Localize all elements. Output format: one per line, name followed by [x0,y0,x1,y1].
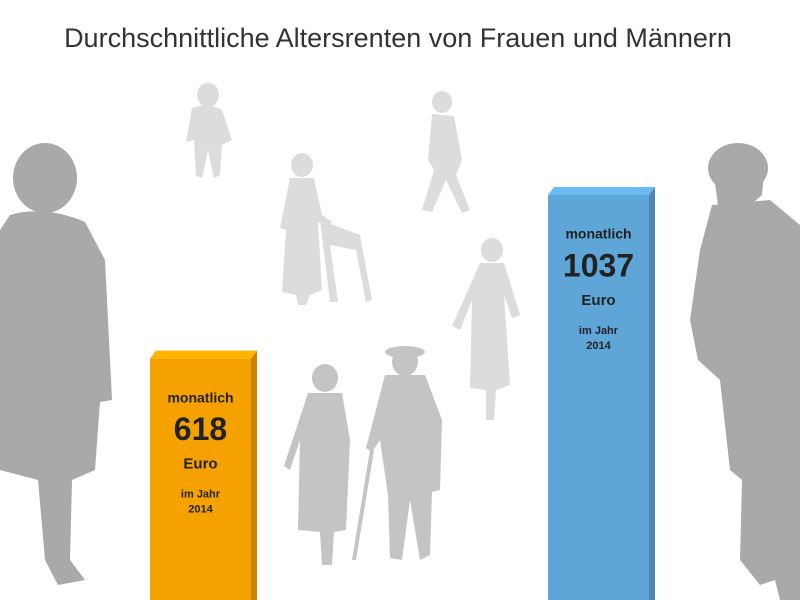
bar-note: 2014 [586,340,611,352]
silhouettes [0,83,800,600]
bar-prefix: monatlich [167,389,233,405]
bar [548,195,653,600]
bar-note: 2014 [188,504,213,516]
chart-title: Durchschnittliche Altersrenten von Fraue… [64,23,732,53]
bar-top [150,350,257,359]
bar-unit: Euro [183,456,217,473]
bar [150,358,255,600]
value-label: 618 [174,411,227,447]
bar-prefix: monatlich [565,226,631,242]
bar-top [548,187,655,195]
bar-note: im Jahr [579,325,619,337]
bar-side [649,187,655,600]
bar-side [251,350,257,600]
value-label: 1037 [563,247,634,283]
bar-unit: Euro [581,292,615,309]
bar-note: im Jahr [181,489,221,501]
